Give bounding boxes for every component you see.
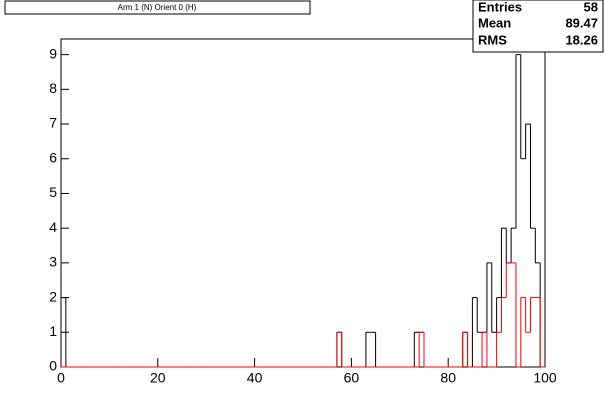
y-tick-label: 4 [49,219,57,235]
stats-value: 58 [584,0,598,14]
stats-value: 18.26 [565,32,598,47]
y-tick-label: 2 [49,288,57,304]
x-tick-label: 40 [247,370,263,386]
y-tick-label: 7 [49,115,57,131]
y-tick-label: 5 [49,184,57,200]
y-tick-label: 8 [49,80,57,96]
y-tick-label: 9 [49,45,57,61]
x-tick-label: 0 [57,370,65,386]
x-tick-label: 80 [440,370,456,386]
y-tick-label: 0 [49,358,57,374]
histogram-outline [60,54,541,367]
x-tick-label: 60 [344,370,360,386]
stats-label: Mean [478,15,511,30]
x-tick-label: 20 [150,370,166,386]
stats-label: Entries [478,0,522,14]
stats-value: 89.47 [565,15,598,30]
title-box [4,0,311,15]
y-tick-label: 3 [49,254,57,270]
y-tick-label: 1 [49,323,57,339]
chart-title: Arm 1 (N) Orient 0 (H) [118,3,197,12]
stats-box [472,0,604,53]
y-tick-label: 6 [49,149,57,165]
stats-label: RMS [478,32,507,47]
x-tick-label: 100 [533,370,557,386]
